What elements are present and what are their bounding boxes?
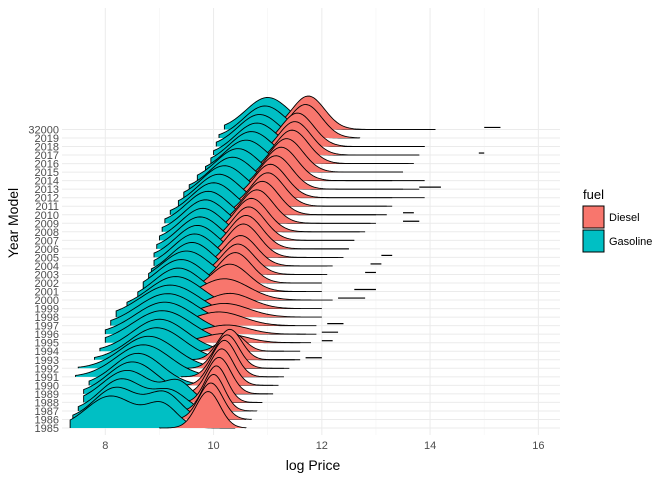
y-tick-label: 32000 [28, 124, 59, 136]
y-tick-label: 2012 [35, 193, 59, 205]
y-tick-label: 2003 [35, 269, 59, 281]
y-tick-label: 1995 [35, 338, 59, 350]
y-tick-label: 2017 [35, 150, 59, 162]
y-tick-label: 2014 [35, 176, 59, 188]
legend-key-diesel [582, 205, 605, 229]
ridge-diesel-1985 [158, 391, 247, 429]
y-tick-label: 2004 [35, 261, 59, 273]
y-tick-label: 1992 [35, 363, 59, 375]
y-tick-label: 1998 [35, 312, 59, 324]
legend-label-diesel: Diesel [609, 212, 640, 224]
y-tick-label: 2008 [35, 227, 59, 239]
x-tick-label: 14 [424, 440, 436, 452]
x-tick-label: 16 [532, 440, 544, 452]
y-tick-label: 2019 [35, 133, 59, 145]
y-tick-label: 2009 [35, 218, 59, 230]
ridge-diesel-2000 [180, 278, 312, 301]
ridge-1985 [69, 391, 247, 429]
y-tick-label: 2005 [35, 252, 59, 264]
y-tick-label: 1987 [35, 406, 59, 418]
y-tick-label: 1986 [35, 414, 59, 426]
y-tick-label: 2018 [35, 142, 59, 154]
legend-label-gasoline: Gasoline [609, 236, 652, 248]
y-tick-label: 2001 [35, 287, 59, 299]
x-tick-label: 10 [207, 440, 219, 452]
x-tick-labels: 8 10 12 14 16 [102, 440, 544, 452]
y-tick-label: 1988 [35, 397, 59, 409]
y-tick-label: 2010 [35, 210, 59, 222]
y-tick-labels: 1985198619871988198919901991199219931994… [28, 124, 59, 435]
y-tick-label: 2007 [35, 235, 59, 247]
legend-title: fuel [583, 187, 604, 202]
y-tick-label: 1999 [35, 304, 59, 316]
y-tick-label: 2002 [35, 278, 59, 290]
y-tick-label: 1997 [35, 321, 59, 333]
y-tick-label: 1993 [35, 355, 59, 367]
ridges-layer [69, 95, 501, 429]
y-tick-label: 2006 [35, 244, 59, 256]
x-tick-label: 8 [102, 440, 108, 452]
x-axis-title: log Price [286, 457, 341, 473]
y-tick-label: 1994 [35, 346, 59, 358]
y-tick-label: 2016 [35, 159, 59, 171]
legend-key-gasoline [582, 229, 605, 253]
y-tick-label: 1996 [35, 329, 59, 341]
y-axis-title: Year Model [5, 188, 21, 258]
legend: fuel Diesel Gasoline [582, 187, 652, 253]
y-tick-label: 2000 [35, 295, 59, 307]
y-tick-label: 2015 [35, 167, 59, 179]
y-tick-label: 1985 [35, 423, 59, 435]
y-tick-label: 2011 [35, 201, 59, 213]
y-tick-label: 1991 [35, 372, 59, 384]
y-tick-label: 2013 [35, 184, 59, 196]
y-tick-label: 1989 [35, 389, 59, 401]
y-tick-label: 1990 [35, 380, 59, 392]
x-tick-label: 12 [316, 440, 328, 452]
